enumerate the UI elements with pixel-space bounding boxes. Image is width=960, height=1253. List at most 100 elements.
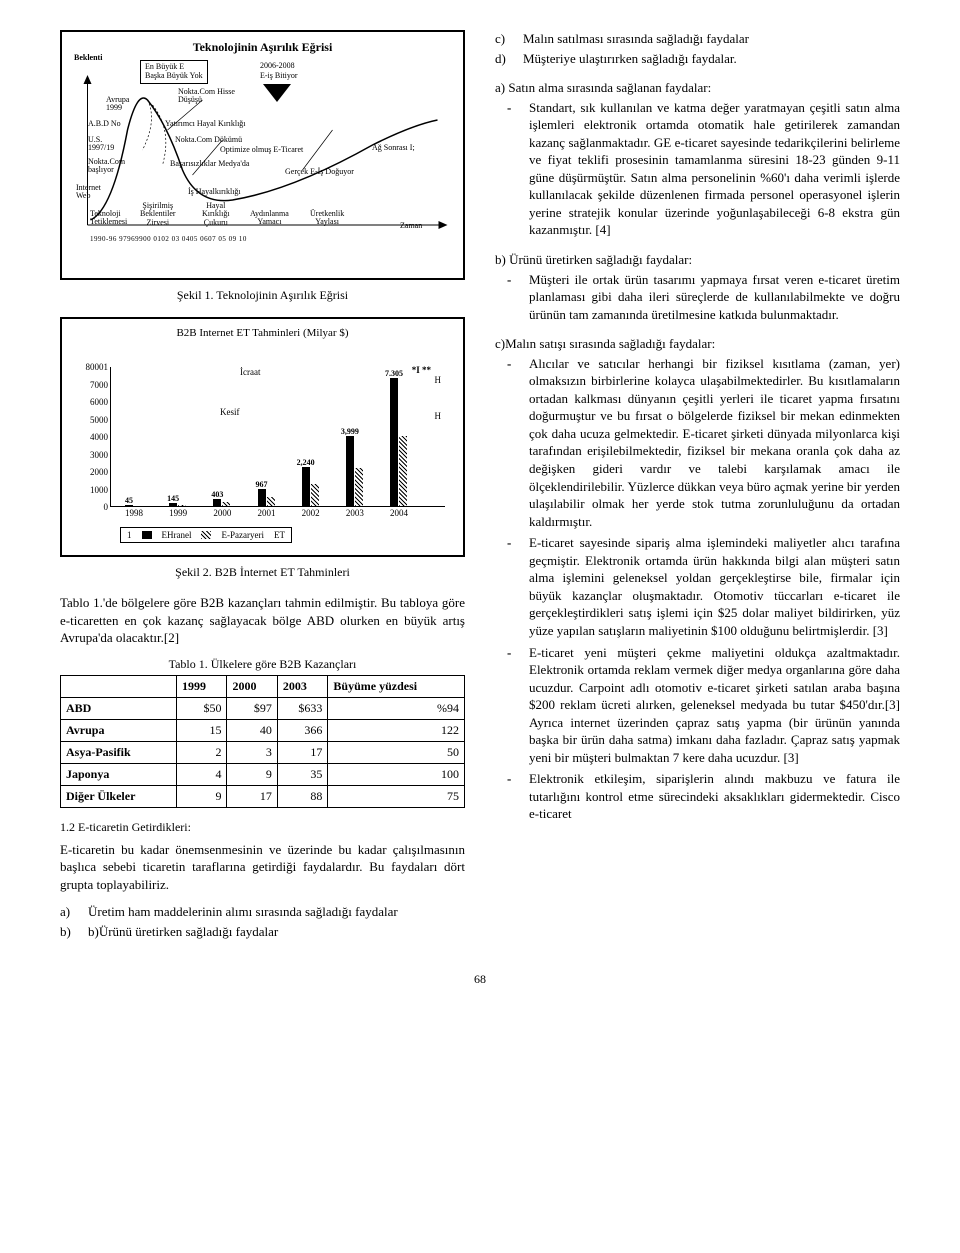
figure-1: Teknolojinin Aşırılık Eğrisi Beklenti En… xyxy=(60,30,465,280)
table-row: Diğer Ülkeler9178875 xyxy=(61,785,465,807)
bar-value-label: 145 xyxy=(167,494,179,503)
fig2-caption: Şekil 2. B2B İnternet ET Tahminleri xyxy=(60,565,465,580)
bar-value-label: 2,240 xyxy=(297,458,315,467)
bar-hatched xyxy=(267,497,275,506)
table-cell: %94 xyxy=(328,697,465,719)
fig1-noktacom: Nokta.Com başlıyor xyxy=(88,158,125,175)
y-tick-label: 3000 xyxy=(90,450,111,460)
x-tick-label: 2003 xyxy=(346,506,364,518)
dash-icon: - xyxy=(507,99,519,239)
table-cell: 122 xyxy=(328,719,465,741)
x-tick-label: 2002 xyxy=(302,506,320,518)
dash-icon: - xyxy=(507,770,519,823)
fig1-nokta-hisse: Nokta.Com Hisse Düşüşü xyxy=(178,88,235,105)
fig2-h1: H xyxy=(435,375,442,385)
table-cell: $97 xyxy=(227,697,277,719)
left-column: Teknolojinin Aşırılık Eğrisi Beklenti En… xyxy=(60,30,465,942)
x-tick-label: 2001 xyxy=(258,506,276,518)
fig1-zaman: Zaman xyxy=(400,222,422,230)
fig2-legend: 1 EHranel E-Pazaryeri ET xyxy=(120,527,292,543)
fig1-aydinlanma: Aydınlanma Yamacı xyxy=(250,210,289,227)
list-marker: d) xyxy=(495,50,513,68)
table-row: ABD$50$97$633%94 xyxy=(61,697,465,719)
y-tick-label: 5000 xyxy=(90,415,111,425)
fig2-icraat: İcraat xyxy=(240,367,260,377)
table-row: Avrupa1540366122 xyxy=(61,719,465,741)
table-cell: Asya-Pasifik xyxy=(61,741,177,763)
y-tick-label: 7000 xyxy=(90,380,111,390)
table-cell: 4 xyxy=(176,763,226,785)
table-cell: $50 xyxy=(176,697,226,719)
list-item-b: b) b)Ürünü üretirken sağladığı faydalar xyxy=(60,923,465,941)
x-tick-label: 1999 xyxy=(169,506,187,518)
table-cell: 35 xyxy=(277,763,327,785)
table-cell: 9 xyxy=(176,785,226,807)
right-a-body: - Standart, sık kullanılan ve katma değe… xyxy=(495,99,900,239)
list-item-d: d) Müşteriye ulaştırırken sağladığı fayd… xyxy=(495,50,900,68)
bar-value-label: 7.305 xyxy=(385,369,403,378)
y-tick-label: 1000 xyxy=(90,485,111,495)
fig1-ag: Ağ Sonrası I; xyxy=(372,144,415,152)
y-tick-label: 0 xyxy=(104,502,112,512)
right-c-item: -Elektronik etkileşim, siparişlerin alın… xyxy=(495,770,900,823)
fig1-hayal: İş Hayalkırıklığı xyxy=(188,188,241,196)
fig1-optimize: Optimize olmuş E-Ticaret xyxy=(220,146,303,154)
bar: 403 xyxy=(213,499,221,506)
x-tick-label: 1998 xyxy=(125,506,143,518)
bar: 967 xyxy=(258,489,266,506)
right-c-head: c)Malın satışı sırasında sağladığı fayda… xyxy=(495,335,900,353)
right-c-item: -E-ticaret yeni müşteri çekme maliyetini… xyxy=(495,644,900,767)
fig1-avrupa: Avrupa 1999 xyxy=(106,96,129,113)
fig1-uretkenlik: Üretkenlik Yaylası xyxy=(310,210,344,227)
bar-hatched xyxy=(355,468,363,506)
table-cell: 88 xyxy=(277,785,327,807)
table-cell: 2 xyxy=(176,741,226,763)
x-tick-label: 2004 xyxy=(390,506,408,518)
legend-box-icon xyxy=(142,531,152,539)
table-cell: 17 xyxy=(227,785,277,807)
table-header xyxy=(61,675,177,697)
table-1: 199920002003Büyüme yüzdesiABD$50$97$633%… xyxy=(60,675,465,808)
fig1-timeline: 1990-96 97969900 0102 03 0405 0607 05 09… xyxy=(90,236,247,243)
bar-value-label: 967 xyxy=(256,480,268,489)
dash-icon: - xyxy=(507,355,519,530)
bar: 2,240 xyxy=(302,467,310,506)
table-cell: ABD xyxy=(61,697,177,719)
fig1-caption: Şekil 1. Teknolojinin Aşırılık Eğrisi xyxy=(60,288,465,303)
fig1-sisirilmis: Şişirilmiş Beklentiler Zirvesi xyxy=(140,202,176,227)
left-para-2: E-ticaretin bu kadar önemsenmesinin ve ü… xyxy=(60,841,465,894)
list-item-a: a) Üretim ham maddelerinin alımı sırasın… xyxy=(60,903,465,921)
y-tick-label: 4000 xyxy=(90,432,111,442)
page-number: 68 xyxy=(60,972,900,987)
table-cell: Avrupa xyxy=(61,719,177,741)
list-item-c: c) Malın satılması sırasında sağladığı f… xyxy=(495,30,900,48)
list-marker: c) xyxy=(495,30,513,48)
table-row: Asya-Pasifik231750 xyxy=(61,741,465,763)
fig2-kesif: Kesif xyxy=(220,407,240,417)
bar-value-label: 403 xyxy=(211,490,223,499)
dash-icon: - xyxy=(507,534,519,639)
table-cell: 100 xyxy=(328,763,465,785)
fig1-dokumu: Nokta.Com Dökümü xyxy=(175,136,242,144)
right-b-body: - Müşteri ile ortak ürün tasarımı yapmay… xyxy=(495,271,900,324)
right-c-item: -E-ticaret sayesinde sipariş alma işlemi… xyxy=(495,534,900,639)
bar-value-label: 45 xyxy=(125,496,133,505)
fig2-star: *I ** xyxy=(412,365,431,375)
right-b-head: b) Ürünü üretirken sağladığı faydalar: xyxy=(495,251,900,269)
x-tick-label: 2000 xyxy=(213,506,231,518)
bar-value-label: 3,999 xyxy=(341,427,359,436)
fig1-basari: Başarısızlıklar Medya'da xyxy=(170,160,249,168)
table-cell: 15 xyxy=(176,719,226,741)
table-cell: 17 xyxy=(277,741,327,763)
section-12-head: 1.2 E-ticaretin Getirdikleri: xyxy=(60,820,465,835)
fig1-abd: A.B.D No xyxy=(88,120,121,128)
right-column: c) Malın satılması sırasında sağladığı f… xyxy=(495,30,900,942)
fig1-teknoloji: Teknoloji Tetiklemesi xyxy=(90,210,127,227)
right-c-item: -Alıcılar ve satıcılar herhangi bir fizi… xyxy=(495,355,900,530)
y-tick-label: 2000 xyxy=(90,467,111,477)
y-tick-label: 6000 xyxy=(90,397,111,407)
figure-2: B2B Internet ET Tahminleri (Milyar $) 80… xyxy=(60,317,465,557)
bar-hatched xyxy=(311,484,319,506)
fig1-us: U.S. 1997/19 xyxy=(88,136,114,153)
table-cell: 9 xyxy=(227,763,277,785)
